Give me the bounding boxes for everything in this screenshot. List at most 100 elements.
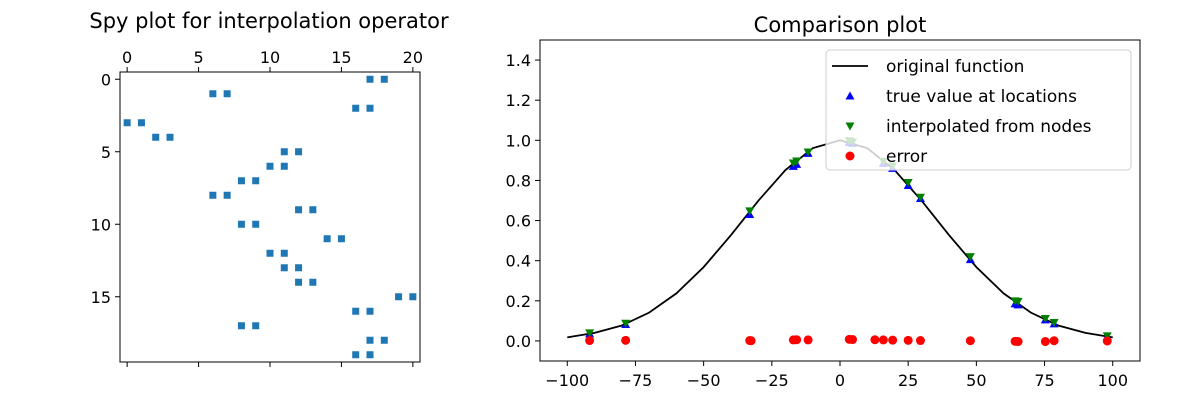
comparison-y-tick-label: 0.2 bbox=[506, 292, 531, 311]
legend-handle-marker bbox=[845, 91, 855, 100]
spy-plot-title: Spy plot for interpolation operator bbox=[89, 9, 449, 33]
interpolated-from-nodes-point bbox=[621, 319, 631, 328]
spy-nonzero-marker bbox=[280, 264, 288, 272]
spy-nonzero-marker bbox=[352, 351, 360, 359]
comparison-x-axis-ticks: −100 −75 −50 −25 0 25 50 75 100 bbox=[545, 361, 1128, 390]
error-point bbox=[903, 335, 913, 345]
comparison-x-tick-label: −50 bbox=[687, 371, 721, 390]
comparison-y-tick-label: 1.2 bbox=[506, 91, 531, 110]
spy-nonzero-marker bbox=[295, 278, 303, 286]
spy-y-tick-label: 0 bbox=[101, 70, 111, 89]
legend-handle-marker bbox=[845, 151, 855, 161]
error-point bbox=[848, 335, 858, 345]
spy-nonzero-marker bbox=[223, 90, 231, 98]
spy-nonzero-marker bbox=[280, 148, 288, 156]
spy-nonzero-marker bbox=[366, 75, 374, 83]
comparison-y-axis-ticks: 0.0 0.2 0.4 0.6 0.8 1.0 1.2 1.4 bbox=[506, 51, 540, 351]
spy-nonzero-marker bbox=[237, 220, 245, 228]
spy-nonzero-marker bbox=[209, 90, 217, 98]
comparison-legend: original function true value at locations… bbox=[825, 49, 1132, 171]
interpolated-from-nodes-point bbox=[745, 207, 755, 216]
spy-nonzero-marker bbox=[152, 133, 160, 141]
legend-entry-label: error bbox=[886, 147, 927, 167]
spy-nonzero-marker bbox=[266, 249, 274, 257]
spy-nonzero-marker bbox=[237, 177, 245, 185]
comparison-x-tick-label: 0 bbox=[835, 371, 845, 390]
comparison-y-tick-label: 0.6 bbox=[506, 212, 531, 231]
error-point bbox=[1040, 337, 1050, 347]
spy-nonzero-marker bbox=[252, 322, 260, 330]
comparison-y-tick-label: 0.4 bbox=[506, 252, 531, 271]
interpolated-from-nodes-point bbox=[903, 178, 913, 187]
spy-nonzero-marker bbox=[280, 249, 288, 257]
spy-nonzero-marker bbox=[366, 307, 374, 315]
spy-nonzero-marker bbox=[409, 293, 417, 301]
interpolated-from-nodes-point bbox=[1013, 297, 1023, 306]
comparison-plot-title: Comparison plot bbox=[754, 13, 927, 37]
spy-nonzero-marker bbox=[252, 220, 260, 228]
error-point bbox=[878, 335, 888, 345]
error-point bbox=[621, 335, 631, 345]
interpolated-from-nodes-point bbox=[788, 159, 798, 168]
comparison-y-tick-label: 1.0 bbox=[506, 131, 531, 150]
spy-y-axis-ticks: 0 5 10 15 bbox=[91, 70, 120, 307]
spy-nonzero-marker bbox=[295, 264, 303, 272]
legend-entry-label: true value at locations bbox=[886, 87, 1077, 107]
spy-nonzero-marker bbox=[309, 278, 317, 286]
comparison-plot: Comparison plot −100 −75 −50 −25 0 25 50 75 100 … bbox=[506, 13, 1141, 390]
spy-nonzero-marker bbox=[395, 293, 403, 301]
spy-nonzero-marker bbox=[295, 148, 303, 156]
interpolated-from-nodes-point bbox=[915, 193, 925, 202]
legend-handle-marker bbox=[845, 122, 855, 131]
spy-nonzero-marker bbox=[366, 104, 374, 112]
spy-nonzero-marker bbox=[280, 162, 288, 170]
spy-nonzero-marker bbox=[252, 177, 260, 185]
spy-nonzero-marker bbox=[366, 351, 374, 359]
comparison-x-tick-label: 75 bbox=[1034, 371, 1054, 390]
interpolated-from-nodes-point bbox=[1102, 332, 1112, 341]
comparison-x-tick-label: −25 bbox=[755, 371, 789, 390]
spy-nonzero-marker bbox=[166, 133, 174, 141]
error-point bbox=[792, 335, 802, 345]
comparison-x-tick-label: 25 bbox=[898, 371, 918, 390]
comparison-y-tick-label: 1.4 bbox=[506, 51, 531, 70]
spy-nonzero-marker bbox=[323, 235, 331, 243]
error-point bbox=[803, 335, 813, 345]
spy-nonzero-marker bbox=[366, 336, 374, 344]
spy-nonzero-marker bbox=[209, 191, 217, 199]
spy-nonzero-marker bbox=[237, 322, 245, 330]
series-error bbox=[585, 334, 1112, 347]
error-point bbox=[585, 336, 595, 346]
spy-x-tick-label: 15 bbox=[331, 48, 351, 67]
spy-axes-frame bbox=[119, 71, 421, 363]
comparison-x-tick-label: −100 bbox=[545, 371, 589, 390]
spy-x-axis-ticks: 0 5 10 15 20 bbox=[122, 48, 423, 367]
legend-entry-label: interpolated from nodes bbox=[886, 117, 1092, 137]
error-point bbox=[1049, 336, 1059, 346]
spy-y-tick-label: 10 bbox=[91, 215, 111, 234]
comparison-x-tick-label: 50 bbox=[966, 371, 986, 390]
spy-x-tick-label: 0 bbox=[122, 48, 132, 67]
error-point bbox=[746, 336, 756, 346]
spy-nonzero-marker bbox=[266, 162, 274, 170]
error-point bbox=[1013, 337, 1023, 347]
spy-nonzero-markers bbox=[123, 75, 417, 359]
spy-plot: Spy plot for interpolation operator 0 5 10… bbox=[89, 9, 449, 367]
spy-nonzero-marker bbox=[352, 104, 360, 112]
error-point bbox=[1102, 336, 1112, 346]
spy-nonzero-marker bbox=[137, 119, 145, 127]
interpolated-from-nodes-point bbox=[965, 253, 975, 262]
spy-nonzero-marker bbox=[352, 307, 360, 315]
spy-nonzero-marker bbox=[337, 235, 345, 243]
spy-y-tick-label: 15 bbox=[91, 288, 111, 307]
comparison-x-tick-label: 100 bbox=[1097, 371, 1128, 390]
comparison-y-tick-label: 0.0 bbox=[506, 332, 531, 351]
comparison-x-tick-label: −75 bbox=[619, 371, 653, 390]
error-point bbox=[915, 336, 925, 346]
spy-x-tick-label: 5 bbox=[193, 48, 203, 67]
spy-y-tick-label: 5 bbox=[101, 143, 111, 162]
interpolated-from-nodes-point bbox=[1040, 314, 1050, 323]
error-point bbox=[965, 336, 975, 346]
comparison-axes-frame bbox=[539, 39, 1141, 362]
interpolated-from-nodes-point bbox=[585, 329, 595, 338]
